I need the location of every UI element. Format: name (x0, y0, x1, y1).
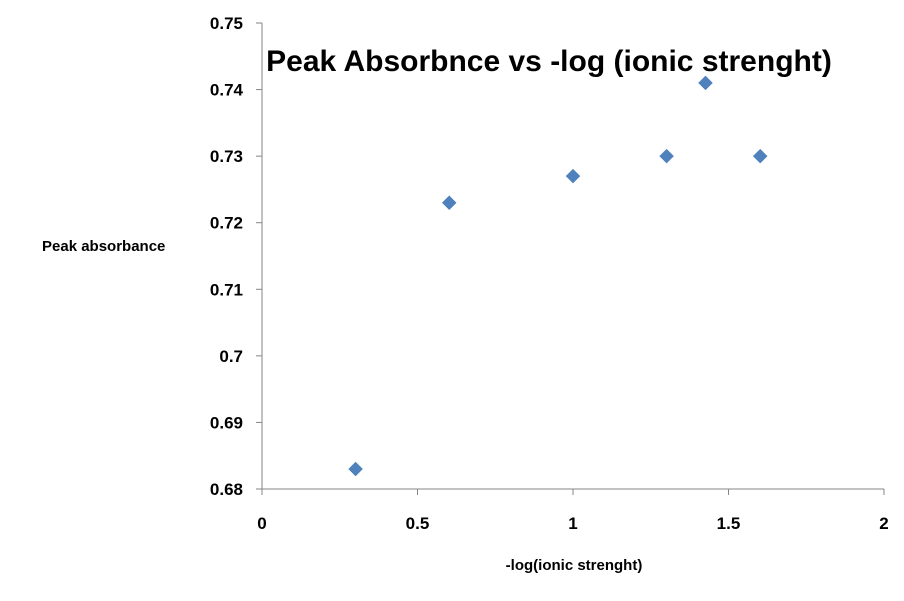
y-tick-label: 0.73 (210, 147, 243, 166)
data-point-marker (659, 148, 674, 164)
x-tick-label: 1 (568, 514, 577, 533)
data-point-marker (565, 168, 581, 184)
y-tick-label: 0.72 (210, 214, 243, 233)
y-axis-title: Peak absorbance (42, 238, 165, 255)
chart-title: Peak Absorbnce vs -log (ionic strenght) (266, 45, 832, 78)
y-axis: 0.68 0.69 0.7 0.71 0.72 0.73 0.74 0.75 (210, 14, 263, 499)
data-point-marker (698, 75, 713, 91)
x-tick-label: 1.5 (717, 514, 741, 533)
x-tick-label: 0 (257, 514, 266, 533)
y-tick-label: 0.7 (219, 347, 243, 366)
data-point-marker (441, 195, 457, 211)
y-tick-label: 0.75 (210, 14, 243, 33)
x-axis: 0 0.5 1 1.5 2 (257, 488, 889, 533)
y-tick-label: 0.74 (210, 81, 244, 100)
y-tick-label: 0.69 (210, 413, 243, 432)
y-tick-label: 0.68 (210, 480, 243, 499)
data-point-marker (348, 461, 363, 477)
data-points (348, 75, 768, 477)
y-tick-label: 0.71 (210, 280, 243, 299)
data-point-marker (752, 148, 768, 164)
x-tick-label: 0.5 (406, 514, 430, 533)
x-tick-label: 2 (879, 514, 888, 533)
x-axis-title: -log(ionic strenght) (506, 557, 643, 574)
